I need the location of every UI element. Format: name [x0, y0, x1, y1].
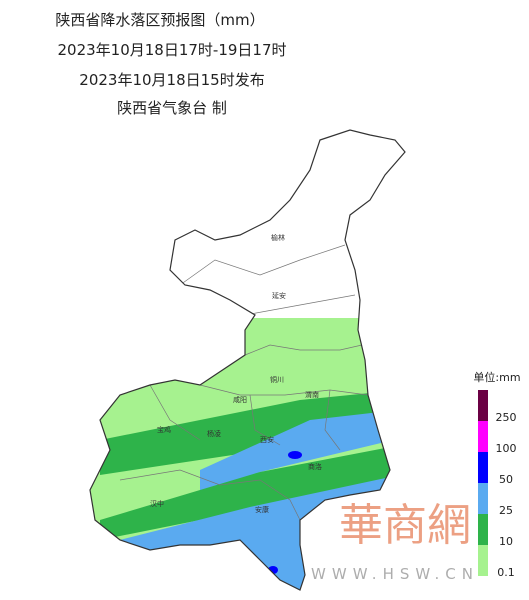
city-label: 渭南: [305, 390, 319, 399]
legend-label: 250: [496, 411, 517, 424]
issuer: 陕西省气象台 制: [117, 99, 227, 117]
legend-swatch: [478, 390, 488, 421]
zone-moderate: [100, 392, 385, 475]
title: 陕西省降水落区预报图（mm）: [55, 11, 264, 29]
issued: 2023年10月18日15时发布: [79, 71, 264, 89]
legend-title: 单位:mm: [473, 370, 520, 384]
zone-moderate: [100, 448, 395, 540]
city-label: 咸阳: [233, 395, 247, 404]
legend-label: 10: [499, 535, 513, 548]
legend-swatch: [478, 483, 488, 514]
district-borders: [119, 244, 369, 521]
zone-storm: [288, 451, 302, 459]
legend-swatch: [478, 514, 488, 545]
watermark-url: WWW.HSW.CN: [311, 565, 479, 583]
legend-label: 0.1: [497, 566, 515, 579]
city-label: 延安: [272, 291, 286, 300]
legend-swatch: [478, 452, 488, 483]
legend-label: 50: [499, 473, 513, 486]
city-label: 榆林: [271, 233, 285, 242]
city-label: 西安: [260, 435, 274, 444]
period: 2023年10月18日17时-19日17时: [57, 41, 286, 59]
city-label: 杨凌: [207, 429, 221, 438]
legend-swatch: [478, 545, 488, 576]
legend-swatch: [478, 421, 488, 452]
city-label: 宝鸡: [157, 425, 171, 434]
legend-label: 100: [496, 442, 517, 455]
city-label: 汉中: [150, 499, 164, 508]
city-label: 商洛: [308, 462, 322, 471]
city-label: 铜川: [270, 375, 284, 384]
province-outline: [89, 129, 406, 591]
legend: 单位:mm 250 100 50 25 10 0.1: [473, 370, 520, 579]
legend-label: 25: [499, 504, 513, 517]
city-label: 安康: [255, 505, 269, 514]
watermark-brand: 華商網: [339, 500, 471, 551]
